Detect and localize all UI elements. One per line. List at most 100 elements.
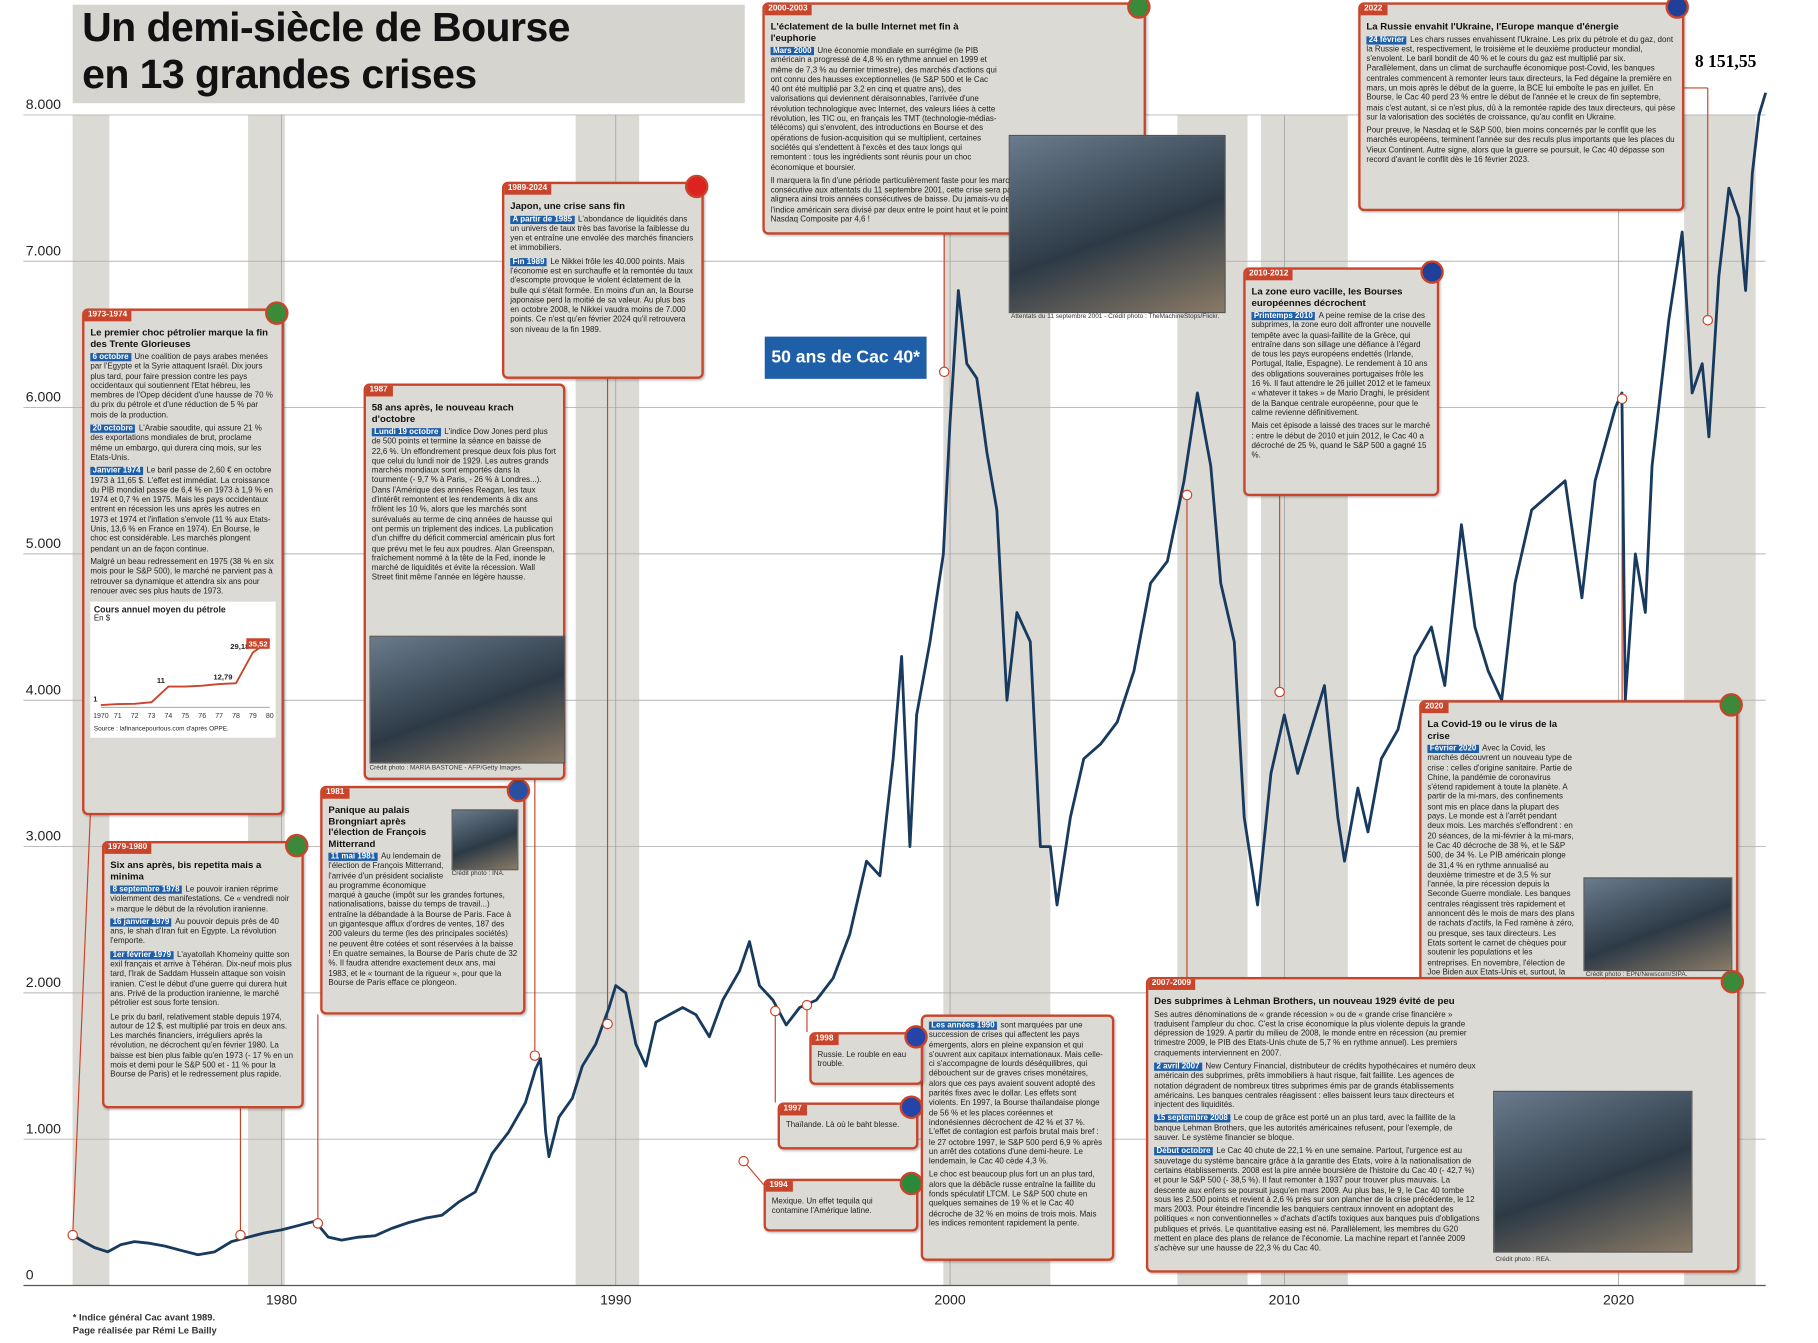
photo [1008, 134, 1226, 314]
marker-dot [602, 1018, 613, 1030]
photo [1583, 877, 1733, 972]
cac40-line [70, 92, 1768, 1257]
paragraph-text: Une coalition de pays arabes menées par … [90, 353, 273, 420]
paragraph-text: New Century Financial, distributeur de c… [1154, 1062, 1476, 1110]
y-tick-label: 1.000 [26, 1120, 61, 1136]
oil-svg: 1970 71 72 73 74 75 76 77 78 79 80 1,21 11 12,79 29,18… [84, 637, 274, 719]
box-paragraph: Début octobre Le Cac 40 chute de 22,1 % e… [1154, 1147, 1731, 1255]
photo-credit: Crédit photo : EPN/Newscom/SIPA. [1585, 971, 1688, 979]
paragraph-text: Russie. Le rouble en eau trouble. [817, 1050, 907, 1069]
note: * Indice général Cac avant 1989. [72, 1312, 216, 1324]
crisis-box: Les années 1990 sont marquées par une suc… [920, 1014, 1115, 1261]
box-paragraph: 16 janvier 1979 Au pouvoir depuis près de… [110, 918, 295, 947]
box-paragraph: Thaïlande. Là où le baht blesse. [786, 1121, 910, 1131]
date-chip: Lundi 19 octobre [371, 428, 441, 437]
notes: * Indice général Cac avant 1989. Page ré… [73, 1311, 217, 1337]
paragraph-text: Le choc est beaucoup plus fort un an plu… [928, 1171, 1097, 1228]
date-chip: 15 septembre 2008 [1154, 1114, 1231, 1124]
box-paragraph: 11 mai 1981 Au lendemain de l'élection de… [328, 852, 518, 989]
photo-credit: Attentats du 11 septembre 2001 - Crédit … [1011, 313, 1220, 321]
end-label: 8 151,55 [1694, 52, 1757, 72]
paragraph-text: L'Arabie saoudite, qui assure 21 % des e… [90, 424, 262, 463]
box-paragraph: 1er février 1979 L'ayatollah Khomeiny qui… [110, 950, 295, 1009]
note: Page réalisée par Rémi Le Bailly [72, 1325, 217, 1336]
box-tag: 1989-2024 [504, 184, 552, 195]
marker-dot [770, 1005, 781, 1017]
crisis-box: 1994 Mexique. Un effet tequila qui contam… [763, 1178, 919, 1232]
date-chip: Février 2020 [1427, 744, 1479, 754]
box-tag: 1994 [765, 1181, 793, 1192]
oil-value-label: 1,21 [94, 694, 98, 703]
marker-dot [1616, 393, 1628, 405]
oil-x-label: 80 [266, 712, 274, 719]
paragraph-text: Au pouvoir depuis près de 40 ans, le sha… [110, 918, 279, 946]
flag-icon [904, 1025, 928, 1049]
photo [1493, 1090, 1693, 1253]
box-tag: 1979-1980 [104, 843, 152, 854]
oil-unit: En $ [93, 615, 111, 624]
box-paragraph: Malgré un beau redressement en 1975 (38 … [90, 558, 275, 597]
paragraph-text: L'abondance de liquidités dans un univer… [510, 215, 694, 253]
date-chip: 16 janvier 1979 [110, 918, 172, 927]
paragraph-text: Le Cac 40 chute de 22,1 % en une semaine… [1154, 1147, 1480, 1254]
date-chip: 8 septembre 1978 [110, 885, 182, 894]
marker-dot [312, 1218, 324, 1229]
marker-dot [801, 999, 813, 1011]
title: Un demi-siècle de Bourse [82, 4, 570, 51]
oil-line [100, 639, 271, 706]
flag-icon [1665, 0, 1689, 19]
marker-dot [738, 1155, 749, 1167]
box-title: Des subprimes à Lehman Brothers, un nouv… [1154, 995, 1455, 1007]
oil-x-label: 72 [131, 712, 139, 719]
box-paragraph: 20 octobre L'Arabie saoudite, qui assure … [90, 424, 275, 464]
box-tag: 2000-2003 [764, 4, 813, 16]
date-chip: 20 octobre [90, 424, 136, 433]
oil-x-label: 74 [165, 712, 173, 719]
box-paragraph: A partir de 1985 L'abondance de liquidité… [510, 215, 695, 254]
paragraph-text: Le prix du baril, relativement stable de… [110, 1012, 294, 1080]
photo [451, 809, 519, 871]
paragraph-text: Ses autres dénominations de « grande réc… [1154, 1010, 1467, 1058]
flag-icon [506, 778, 531, 803]
oil-x-label: 79 [249, 712, 257, 719]
date-chip: 2 avril 2007 [1154, 1062, 1202, 1071]
box-tag: 1997 [779, 1104, 807, 1116]
box-title: Le premier choc pétrolier marque la fin … [90, 327, 269, 349]
y-tick-label: 7.000 [26, 242, 61, 258]
flag-icon [899, 1171, 924, 1196]
box-paragraph: Il marquera la fin d'une période particu… [771, 177, 1138, 226]
marker-dot [1181, 489, 1193, 501]
box-tag: 1981 [322, 788, 350, 799]
paragraph-text: Au lendemain de l'élection de François M… [328, 852, 518, 988]
paragraph-text: A peine remise de la crise des subprimes… [1251, 311, 1431, 418]
oil-chart: Cours annuel moyen du pétrole En $ 1970 71 7… [84, 601, 276, 739]
box-tag: 2007-2009 [1148, 979, 1196, 990]
box-paragraph: Février 2020 Avec la Covid, les marchés d… [1427, 744, 1730, 983]
flag-icon [684, 174, 709, 199]
marker-dot [235, 1229, 246, 1241]
box-paragraph: 8 septembre 1978 Le pouvoir iranien répri… [110, 885, 295, 915]
box-paragraph: Mais cet épisode a laissé des traces sur… [1251, 423, 1430, 462]
box-paragraph: Russie. Le rouble en eau trouble. [818, 1051, 915, 1070]
box-paragraph: 6 octobre Une coalition de pays arabes me… [90, 353, 275, 421]
oil-x-label: 71 [114, 712, 122, 719]
crisis-box: 1997 Thaïlande. Là où le baht blesse. [777, 1102, 919, 1150]
box-title: 58 ans après, le nouveau krach d'octobre [371, 402, 514, 425]
date-chip: Mars 2000 [770, 46, 814, 56]
box-tag: 1987 [365, 385, 393, 397]
box-paragraph: Le prix du baril, relativement stable de… [110, 1013, 295, 1081]
box-title: La Covid-19 ou le virus de la crise [1427, 718, 1558, 741]
date-chip: Janvier 1974 [90, 467, 143, 476]
y-tick-label: 3.000 [26, 828, 61, 844]
flag-icon [1420, 260, 1444, 284]
crisis-box: 1979-1980 Six ans après, bis repetita mai… [102, 840, 304, 1109]
paragraph-text: Mexique. Un effet tequila qui contamine … [771, 1197, 873, 1216]
oil-value-label: 11 [157, 676, 166, 685]
marker-dot [529, 1050, 541, 1061]
paragraph-text: L'indice Dow Jones perd plus de 500 poin… [371, 428, 557, 583]
date-chip: 1er février 1979 [110, 950, 174, 960]
flag-icon [265, 301, 289, 325]
y-tick-label: 8.000 [26, 96, 61, 112]
box-paragraph: 2 avril 2007 New Century Financial, distr… [1154, 1062, 1731, 1112]
oil-value-label: 12,79 [213, 672, 232, 681]
